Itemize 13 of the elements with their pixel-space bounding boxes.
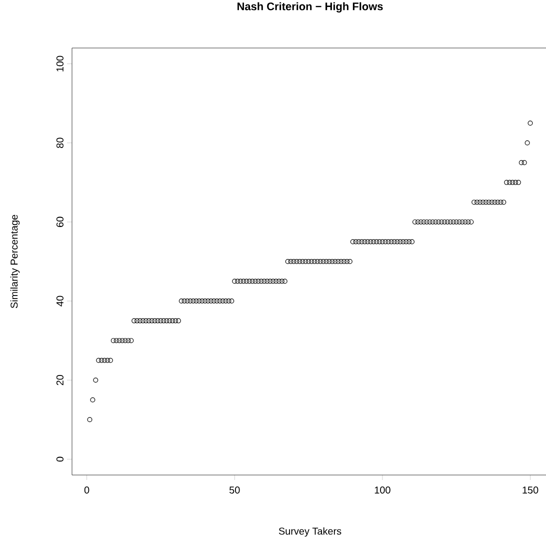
y-tick-label: 20 <box>56 374 64 386</box>
y-tick-label: 80 <box>56 138 64 148</box>
y-tick-label: 0 <box>56 456 64 462</box>
y-axis-title: Similarity Percentage <box>10 214 20 308</box>
y-tick-label: 100 <box>56 56 64 72</box>
x-axis-title: Survey Takers <box>278 527 342 537</box>
x-tick-label: 50 <box>229 486 240 494</box>
x-tick-label: 100 <box>374 486 390 494</box>
y-tick-label: 60 <box>56 216 64 227</box>
y-tick-label: 40 <box>56 296 64 306</box>
x-tick-label: 150 <box>522 486 538 494</box>
x-tick-label: 0 <box>84 486 90 494</box>
chart-title: Nash Criterion − High Flows <box>238 2 383 13</box>
